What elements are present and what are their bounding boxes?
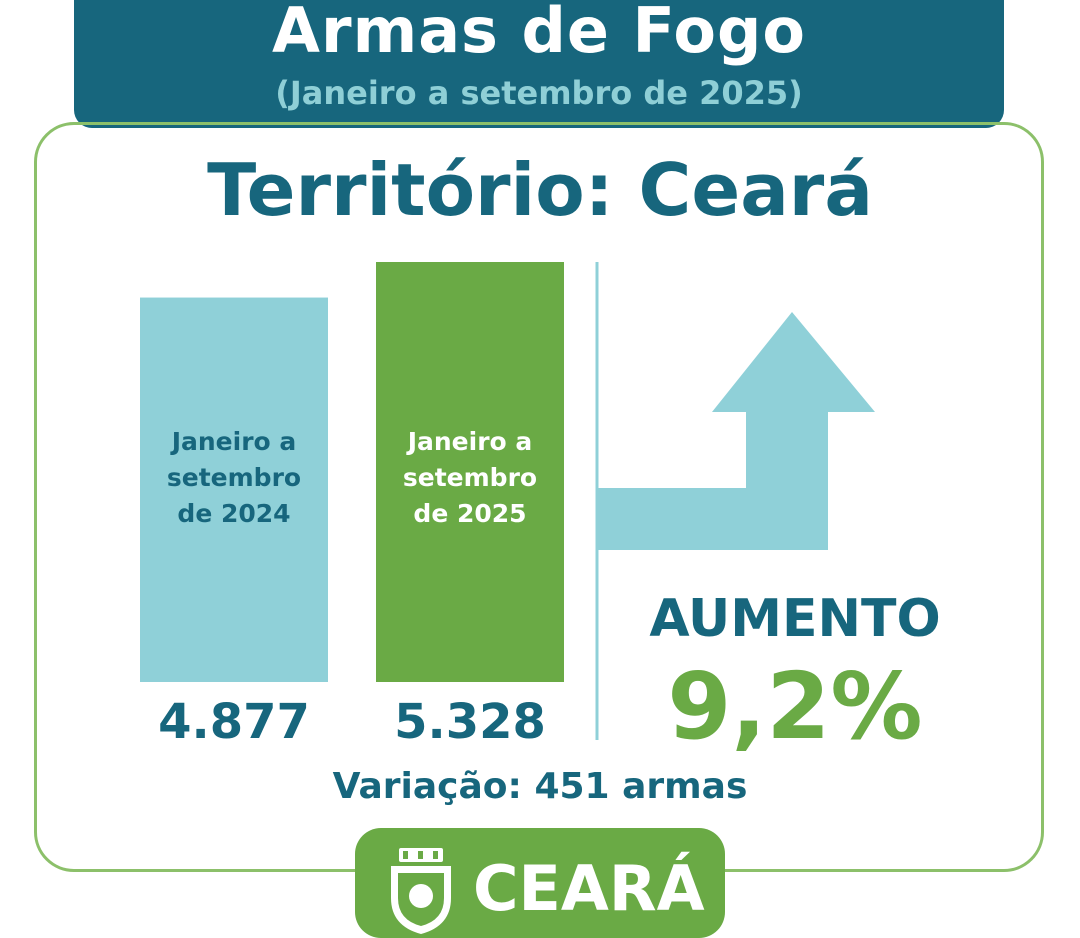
comparison-chart: AUMENTO 9,2% Janeiro a setembro de 2024 4.8… <box>140 262 941 760</box>
bar-1-value-label: 5.328 <box>394 694 546 750</box>
page-title: Armas de Fogo <box>272 0 806 67</box>
footer-badge: CEARÁ <box>355 828 725 938</box>
territory-title: Território: Ceará <box>207 148 873 232</box>
bar-0-category-label-line-2: de 2024 <box>177 499 290 528</box>
footer-state-name: CEARÁ <box>473 852 705 925</box>
bar-1 <box>376 262 564 682</box>
header-banner: Armas de Fogo (Janeiro a setembro de 202… <box>74 0 1004 128</box>
bar-0-value-label: 4.877 <box>158 694 310 750</box>
variation-text: Variação: 451 armas <box>332 766 748 807</box>
state-seal-icon <box>391 848 451 934</box>
bar-1-category-label-line-1: setembro <box>403 463 537 492</box>
bar-0-category-label-line-0: Janeiro a <box>170 427 297 456</box>
change-percent: 9,2% <box>667 653 922 760</box>
bar-1-category-label-line-0: Janeiro a <box>406 427 533 456</box>
bar-0 <box>140 297 328 682</box>
bar-0-category-label-line-1: setembro <box>167 463 301 492</box>
page-subtitle: (Janeiro a setembro de 2025) <box>275 74 803 112</box>
change-label: AUMENTO <box>649 589 940 649</box>
bar-1-category-label-line-2: de 2025 <box>413 499 526 528</box>
up-arrow-icon <box>597 312 875 550</box>
